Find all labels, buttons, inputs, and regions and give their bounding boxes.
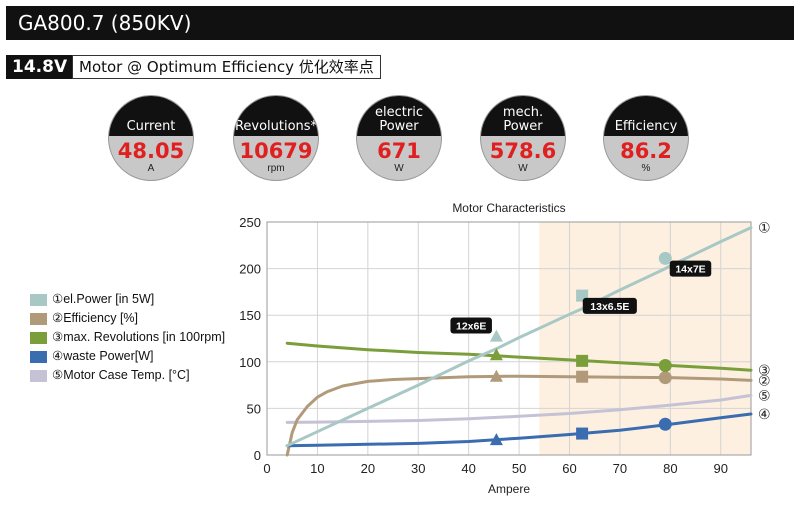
gauge-unit: A (147, 163, 155, 174)
y-tick-label: 250 (239, 215, 261, 230)
x-tick-label: 60 (562, 461, 576, 476)
gauge-label: Power (503, 119, 543, 134)
operating-point-label: Motor @ Optimum Efficiency 优化效率点 (72, 55, 381, 79)
gauge-unit: W (394, 163, 404, 174)
gauge-value: 578.6 (489, 139, 557, 163)
x-tick-label: 40 (461, 461, 475, 476)
gauge-value: 48.05 (117, 139, 185, 163)
series-line (285, 374, 753, 457)
voltage-badge: 14.8V (6, 55, 74, 79)
series-point-square (576, 354, 589, 367)
series-line (285, 226, 753, 448)
series-line (285, 412, 753, 448)
x-tick-label: 70 (613, 461, 627, 476)
propeller-annotation-label: 13x6.5E (590, 301, 629, 313)
x-tick-label: 10 (310, 461, 324, 476)
x-tick-label: 0 (263, 461, 270, 476)
propeller-annotation-label: 12x6E (456, 320, 486, 332)
legend-swatch (30, 293, 47, 306)
series-point-circle (658, 417, 672, 431)
legend-swatch (30, 312, 47, 325)
gauge-label: Efficiency (614, 119, 678, 134)
gauge-value: 671 (377, 139, 421, 163)
y-tick-label: 100 (239, 355, 261, 370)
legend-swatch (30, 331, 47, 344)
legend-swatch (30, 350, 47, 363)
gauge-label: Revolutions* (234, 119, 318, 134)
title-bar: GA800.7 (850KV) (6, 6, 794, 40)
gauge-label: electric (375, 105, 423, 120)
series-point-triangle (489, 369, 503, 382)
legend-item-efficiency: ②Efficiency [%] (30, 309, 225, 328)
plot-frame (266, 221, 752, 456)
gauge-unit: % (641, 163, 651, 174)
chart-legend: ①el.Power [in 5W] ②Efficiency [%] ③max. … (30, 290, 225, 385)
series-line (285, 393, 753, 424)
legend-label: ②Efficiency [%] (52, 311, 139, 325)
legend-label: ⑤Motor Case Temp. [°C] (52, 368, 190, 382)
legend-label: ①el.Power [in 5W] (52, 292, 155, 306)
x-tick-label: 90 (714, 461, 728, 476)
gauge-mech-power: mech. Power 578.6 W (480, 95, 566, 181)
y-tick-label: 150 (239, 308, 261, 323)
series-point-square (576, 370, 589, 383)
series-end-label: ② (758, 373, 771, 389)
x-axis-label: Ampere (488, 482, 530, 496)
gauge-unit: W (518, 163, 528, 174)
gauge-label: mech. (502, 105, 544, 120)
gauge-value: 86.2 (620, 139, 672, 163)
series-line (285, 341, 753, 372)
chart-title: Motor Characteristics (452, 201, 565, 215)
series-point-circle (658, 359, 672, 373)
propeller-annotation-box (450, 317, 492, 334)
page-title: GA800.7 (850KV) (18, 11, 192, 35)
legend-item-revolutions: ③max. Revolutions [in 100rpm] (30, 328, 225, 347)
x-tick-label: 20 (361, 461, 375, 476)
legend-item-case-temp: ⑤Motor Case Temp. [°C] (30, 366, 225, 385)
gauge-unit: rpm (267, 163, 285, 174)
series-point-square (576, 427, 589, 440)
gauge-label: Power (379, 119, 419, 134)
x-tick-label: 50 (512, 461, 526, 476)
highlight-region (539, 222, 751, 455)
series-point-triangle (489, 433, 503, 446)
gauge-efficiency: Efficiency 86.2 % (603, 95, 689, 181)
series-point-circle (658, 251, 672, 265)
series-point-triangle (489, 329, 503, 342)
gauge-current: Current 48.05 A (108, 95, 194, 181)
gauge-revolutions: Revolutions* 10679 rpm (233, 95, 319, 181)
gauge-value: 10679 (239, 139, 313, 163)
x-tick-label: 80 (663, 461, 677, 476)
gauge-label: Current (126, 119, 176, 134)
series-point-triangle (489, 348, 503, 361)
legend-item-waste-power: ④waste Power[W] (30, 347, 225, 366)
series-point-circle (658, 371, 672, 385)
propeller-annotation-box (582, 297, 637, 314)
propeller-annotation-label: 14x7E (675, 264, 705, 276)
y-tick-label: 200 (239, 262, 261, 277)
series-end-label: ④ (758, 407, 771, 423)
legend-swatch (30, 369, 47, 382)
series-end-label: ① (758, 221, 771, 237)
series-end-label: ⑤ (758, 388, 771, 404)
series-end-label: ③ (758, 363, 771, 379)
legend-item-el-power: ①el.Power [in 5W] (30, 290, 225, 309)
legend-label: ③max. Revolutions [in 100rpm] (52, 330, 226, 344)
gauge-electric-power: electric Power 671 W (356, 95, 442, 181)
y-tick-label: 50 (247, 401, 261, 416)
x-tick-label: 30 (411, 461, 425, 476)
y-tick-label: 0 (254, 448, 261, 463)
legend-label: ④waste Power[W] (52, 349, 154, 363)
propeller-annotation-box (669, 260, 712, 277)
